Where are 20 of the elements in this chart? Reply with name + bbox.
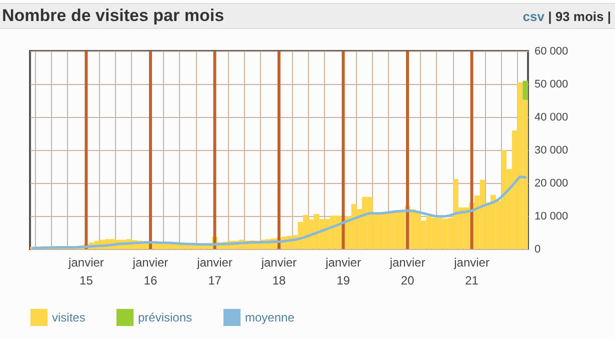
x-tick-label: janvier 21: [453, 256, 490, 288]
x-tick-label: janvier 18: [260, 256, 297, 288]
x-tick-label: janvier 19: [324, 256, 361, 288]
x-tick-label: janvier 17: [196, 256, 232, 288]
chart-title: Nombre de visites par mois: [2, 6, 224, 26]
y-tick-label: 50 000: [534, 78, 568, 90]
legend-label: visites: [52, 310, 86, 324]
y-tick-label: 20 000: [534, 178, 568, 190]
legend-label: moyenne: [245, 310, 295, 324]
x-tick-label: janvier 16: [132, 256, 168, 288]
y-tick-label: 30 000: [534, 144, 568, 156]
x-tick-label: janvier 15: [68, 256, 104, 288]
y-tick-label: 0: [534, 244, 541, 256]
text: csv: [522, 9, 544, 24]
legend-label: prévisions: [138, 310, 192, 324]
x-tick-label: janvier 20: [388, 256, 426, 288]
text: | 93 mois |: [547, 9, 611, 24]
y-tick-label: 40 000: [534, 112, 568, 124]
y-tick-label: 10 000: [534, 210, 568, 222]
y-tick-label: 60 000: [534, 46, 568, 58]
